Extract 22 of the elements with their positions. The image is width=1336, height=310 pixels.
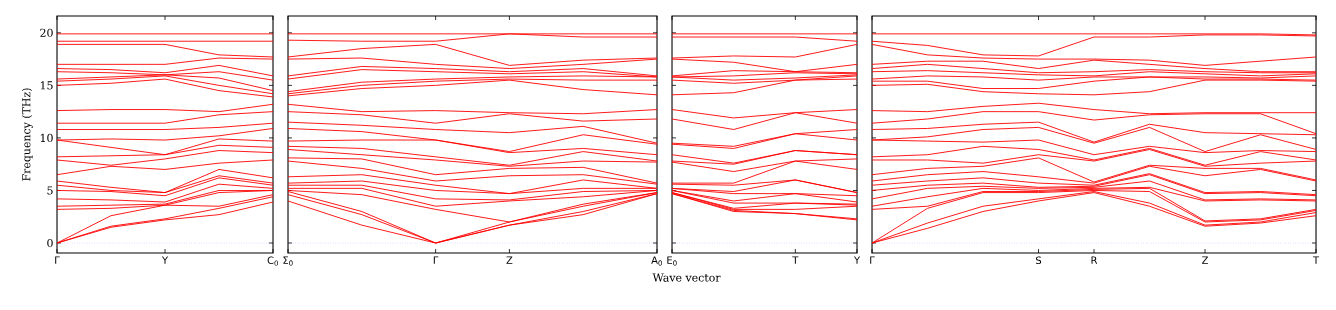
x-tick-label: Z — [1202, 256, 1208, 264]
x-tick-label: Σ$_{0}$ — [283, 256, 293, 266]
x-tick-label: T — [792, 256, 799, 264]
x-tick-label: T — [1312, 256, 1320, 264]
x-tick-label: Γ — [870, 256, 875, 264]
x-axis-title: Wave vector — [652, 273, 721, 282]
y-tick-label: 0 — [47, 238, 53, 248]
x-tick-label: S — [1036, 256, 1042, 265]
x-tick-label: Y — [853, 256, 861, 264]
x-tick-label: A$_{0}$ — [651, 256, 662, 266]
y-tick-label: 5 — [47, 186, 53, 195]
y-tick-label: 15 — [40, 81, 53, 90]
x-tick-label: R — [1091, 256, 1098, 264]
x-tick-label: E$_{0}$ — [667, 256, 677, 266]
x-tick-label: C$_{0}$ — [267, 256, 278, 266]
x-tick-label: Γ — [433, 256, 439, 264]
x-tick-label: Γ — [55, 256, 60, 264]
x-tick-label: Y — [161, 256, 169, 264]
y-axis-title: Frequency (THz) — [21, 88, 33, 181]
x-tick-label: Z — [506, 256, 513, 264]
y-tick-label: 10 — [40, 133, 53, 143]
y-tick-label: 20 — [40, 28, 53, 37]
